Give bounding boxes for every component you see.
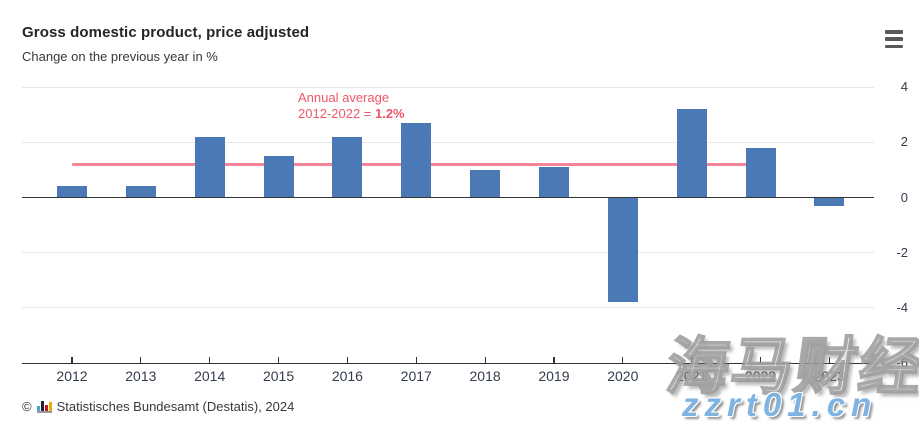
- x-axis-tick: [140, 357, 142, 363]
- y-axis-label: 2: [900, 134, 908, 150]
- bar-2020[interactable]: [607, 197, 638, 303]
- x-axis-tick: [828, 357, 830, 363]
- x-axis-label: 2016: [331, 368, 363, 384]
- x-axis-line: [22, 362, 874, 364]
- gridline: [22, 252, 874, 254]
- bar-2019[interactable]: [538, 167, 569, 198]
- y-axis-label: -4: [896, 299, 908, 315]
- x-axis-tick: [759, 357, 762, 363]
- bar-2013[interactable]: [125, 186, 156, 198]
- hamburger-icon: [885, 37, 903, 41]
- x-axis-label: 2022: [744, 368, 777, 384]
- x-axis-label: 2015: [262, 368, 295, 384]
- x-axis-label: 2023: [813, 368, 845, 384]
- annotation-value: 1.2%: [374, 105, 405, 121]
- x-axis-label: 2018: [469, 368, 501, 384]
- destatis-logo-icon: [36, 400, 52, 413]
- x-axis-label: 2012: [56, 368, 88, 384]
- x-axis-tick: [484, 357, 486, 363]
- x-axis-tick: [71, 357, 73, 363]
- bar-2012[interactable]: [57, 186, 87, 198]
- page-title: Gross domestic product, price adjusted: [22, 24, 310, 41]
- x-axis-tick: [346, 357, 348, 363]
- page-subtitle: Change on the previous year in %: [22, 49, 218, 64]
- x-axis-tick: [553, 357, 555, 363]
- x-axis-tick: [277, 357, 280, 363]
- source-attribution: © Statistisches Bundesamt (Destatis), 20…: [22, 399, 294, 414]
- bar-2023[interactable]: [814, 197, 845, 206]
- x-axis-tick: [415, 357, 417, 363]
- gridline: [22, 86, 874, 88]
- x-axis-label: 2013: [125, 368, 157, 384]
- hamburger-icon: [885, 30, 903, 34]
- x-axis-label: 2019: [538, 368, 570, 384]
- bar-2015[interactable]: [263, 156, 294, 198]
- x-axis-label: 2021: [676, 368, 708, 384]
- annotation-line1: Annual average: [298, 90, 390, 105]
- x-axis-tick: [209, 357, 211, 363]
- zero-line: [22, 196, 874, 199]
- y-axis-label: -2: [896, 244, 908, 260]
- y-axis-label: -6: [896, 355, 908, 371]
- hamburger-icon: [885, 44, 903, 48]
- annotation-line2: 2012-2022 =: [298, 105, 375, 121]
- average-annotation: Annual average 2012-2022 = 1.2%: [298, 90, 405, 121]
- x-axis-tick: [691, 357, 693, 363]
- gridline: [22, 141, 874, 143]
- x-axis-label: 2014: [194, 368, 226, 384]
- y-axis-label: 4: [900, 79, 908, 95]
- x-axis-label: 2020: [607, 368, 639, 384]
- bar-2018[interactable]: [470, 169, 501, 198]
- gridline: [22, 307, 874, 309]
- x-axis-label: 2017: [400, 368, 432, 384]
- chart-menu-button[interactable]: [884, 29, 906, 49]
- copyright-symbol: ©: [22, 399, 32, 414]
- bar-2022[interactable]: [745, 147, 776, 198]
- bar-2016[interactable]: [332, 136, 363, 198]
- x-axis-tick: [622, 357, 624, 363]
- source-text: Statistisches Bundesamt (Destatis), 2024: [56, 399, 295, 414]
- bar-2021[interactable]: [676, 109, 707, 198]
- bar-2017[interactable]: [401, 122, 432, 198]
- y-axis-label: 0: [900, 189, 908, 205]
- bar-2014[interactable]: [194, 136, 225, 198]
